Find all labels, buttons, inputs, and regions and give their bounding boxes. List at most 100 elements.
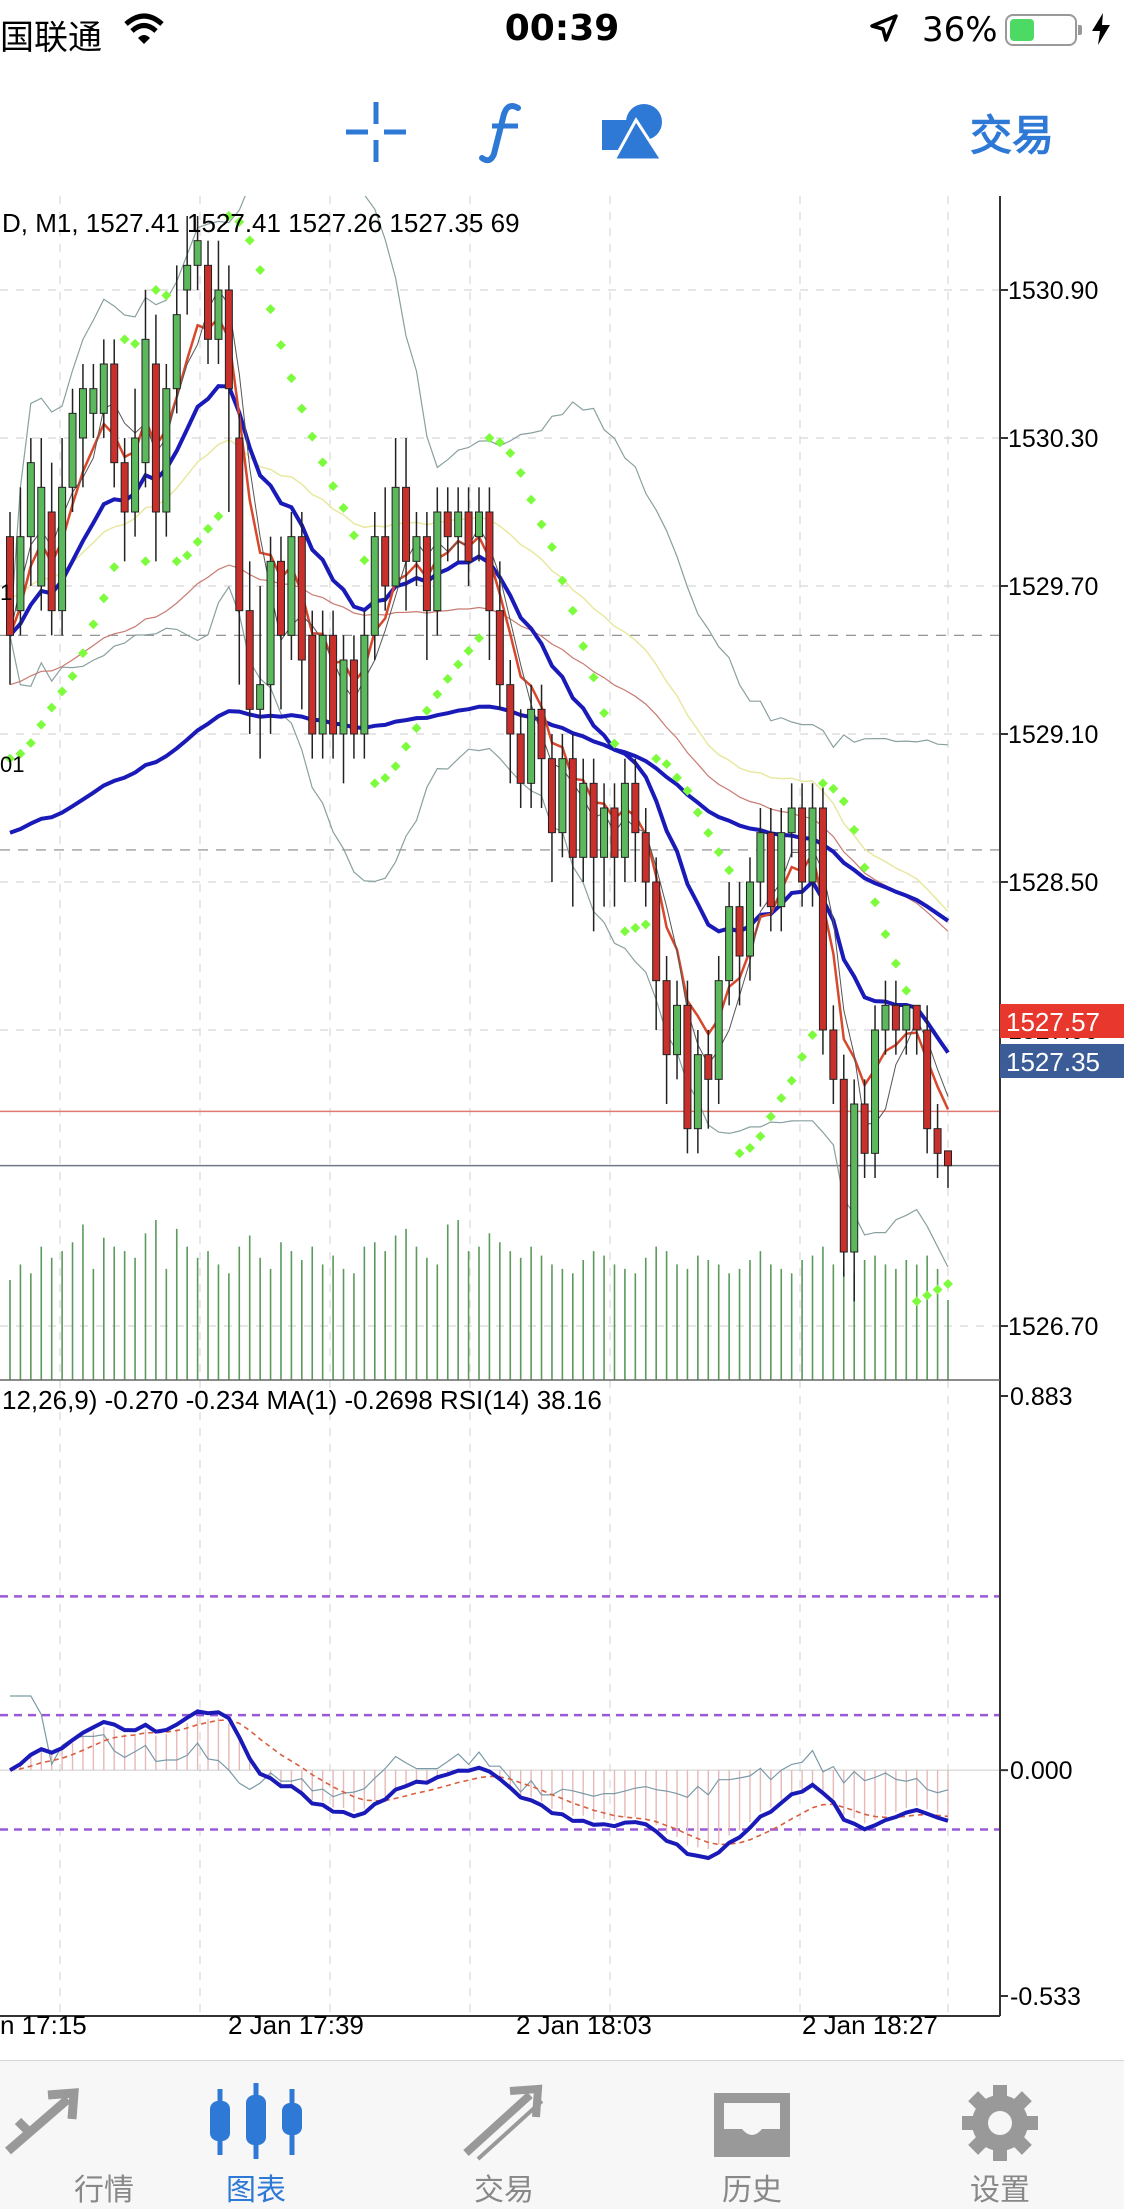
sar-dot (943, 1278, 953, 1289)
candle (16, 487, 25, 636)
candle-body (172, 314, 181, 390)
sar-dot (328, 481, 339, 492)
sar-dot (140, 556, 151, 567)
charging-bolt-icon (1090, 12, 1112, 50)
candle (235, 413, 244, 685)
sar-dot (724, 865, 735, 876)
candle (662, 956, 671, 1104)
candle (339, 635, 348, 784)
crosshair-icon[interactable] (344, 100, 408, 168)
signal-line (9, 1719, 949, 1846)
price-tick-label: 1529.10 (1008, 721, 1098, 749)
candle (818, 783, 827, 1055)
battery-icon (1005, 14, 1082, 46)
sar-dot (651, 753, 662, 764)
time-tick-label: 2 Jan 18:03 (516, 2010, 652, 2036)
sar-dot (578, 641, 589, 652)
candle-body (891, 1004, 900, 1031)
tab-history[interactable]: 历史 (652, 2061, 852, 2209)
candles (6, 216, 952, 1302)
candle (693, 1030, 702, 1154)
candle (183, 216, 192, 315)
candle-body (589, 782, 598, 858)
candle-body (120, 462, 129, 513)
tab-settings[interactable]: 设置 (900, 2061, 1100, 2209)
sar-dot (15, 748, 26, 759)
indicator-lines (8, 196, 950, 1268)
candle-body (26, 462, 35, 538)
sar-dot (25, 738, 36, 749)
bid-price-tag-bg (1000, 1044, 1124, 1078)
candle (600, 783, 609, 907)
sar-dot (588, 672, 599, 683)
ask-price-tag: 1527.57 (1006, 1007, 1100, 1037)
chart-canvas[interactable]: D, M1, 1527.41 1527.41 1527.26 1527.35 6… (0, 196, 1124, 2036)
sar-dot (849, 824, 860, 835)
candle (329, 610, 338, 759)
shapes-icon[interactable] (600, 100, 666, 168)
price-axis: 1530.90 1530.30 1529.70 1529.10 1528.50 1527.… (1000, 277, 1098, 1341)
candle-body (433, 511, 442, 612)
function-icon[interactable] (478, 100, 528, 168)
candle-body (47, 511, 56, 612)
price-tick-label: 1530.30 (1008, 425, 1098, 453)
price-chart[interactable]: D, M1, 1527.41 1527.41 1527.26 1527.35 6… (0, 196, 1124, 2036)
candle (579, 758, 588, 882)
candle (495, 561, 504, 710)
candle-body (516, 733, 525, 784)
tab-chart[interactable]: 图表 (156, 2061, 356, 2209)
sar-dot (599, 708, 610, 718)
candle-body (558, 758, 567, 834)
candle (110, 339, 119, 488)
candle (756, 808, 765, 907)
candle-body (349, 659, 358, 735)
candle (68, 388, 77, 512)
sar-dot (776, 1093, 787, 1104)
candle (891, 980, 900, 1055)
candle-body (673, 1004, 682, 1056)
bollinger-lower-line (9, 585, 949, 1268)
candle (162, 364, 171, 537)
candle (860, 1079, 869, 1178)
candle-body (162, 388, 171, 513)
candle (568, 734, 577, 907)
sar-dot (880, 929, 891, 940)
gear-icon (900, 2081, 1100, 2161)
sar-dot (828, 783, 839, 794)
ma-fast-blue-line (8, 384, 950, 1054)
sar-dot (640, 919, 651, 930)
price-tick-label: 1530.90 (1008, 277, 1098, 305)
candle-body (360, 634, 369, 735)
trade-button[interactable]: 交易 (970, 111, 1055, 160)
sar-dot (244, 235, 255, 246)
candle (787, 783, 796, 858)
candle-body (923, 1029, 932, 1130)
tab-quotes[interactable]: 行情 (0, 2061, 138, 2209)
sar-dot (182, 550, 193, 561)
sar-dot (911, 1296, 922, 1307)
candle (391, 438, 400, 587)
sar-dot (713, 847, 724, 858)
sar-dot (276, 340, 286, 351)
clock: 00:39 (504, 8, 620, 49)
candle (610, 783, 619, 907)
candle (944, 1150, 952, 1188)
sar-dot (797, 1051, 808, 1062)
time-tick-label: 2 Jan 18:27 (802, 2010, 938, 2036)
candle-body (89, 388, 98, 414)
sar-dot (755, 1131, 766, 1142)
sar-dot (98, 593, 109, 604)
sar-dot (130, 338, 141, 349)
tab-trade[interactable]: 交易 (404, 2061, 604, 2209)
candle (297, 512, 306, 710)
sar-dot (870, 897, 880, 908)
sar-dot (150, 285, 161, 295)
candle (704, 1030, 713, 1129)
candle-body (329, 634, 338, 735)
candle (881, 980, 890, 1055)
sar-dot (505, 448, 516, 459)
time-tick-label: 2 Jan 17:39 (228, 2010, 364, 2036)
candle (151, 314, 160, 562)
candle (224, 265, 233, 512)
sar-dot (286, 373, 297, 384)
